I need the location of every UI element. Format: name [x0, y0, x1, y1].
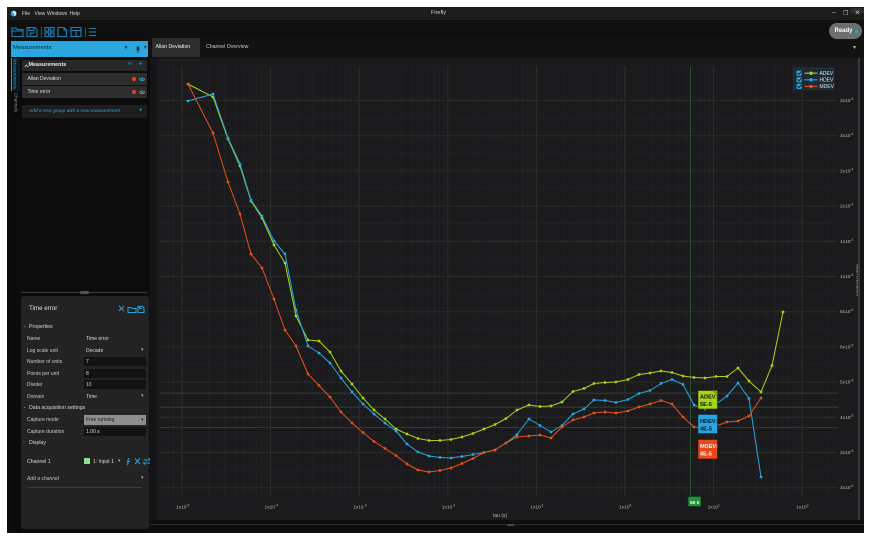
svg-text:1x10-2: 1x10-2 [442, 504, 456, 511]
svg-text:1x102: 1x102 [796, 504, 808, 511]
svg-text:HDEV:: HDEV: [700, 419, 717, 425]
svg-text:4E-5: 4E-5 [700, 451, 712, 457]
svg-text:ADEV:: ADEV: [700, 395, 717, 401]
svg-text:5E-5: 5E-5 [700, 402, 712, 408]
svg-text:1x10-4: 1x10-4 [265, 504, 279, 511]
svg-text:1x100: 1x100 [619, 504, 631, 511]
svg-text:1x101: 1x101 [708, 504, 720, 511]
svg-text:HDEV: HDEV [820, 78, 835, 84]
svg-text:MDEV: MDEV [820, 84, 835, 90]
svg-text:2x10-4: 2x10-4 [840, 203, 854, 210]
svg-text:1x10-1: 1x10-1 [530, 504, 544, 511]
svg-text:5x10-5: 5x10-5 [840, 379, 854, 386]
svg-text:4E-5: 4E-5 [700, 426, 712, 432]
svg-text:3x10-5: 3x10-5 [840, 484, 854, 491]
svg-text:3x10-4: 3x10-4 [840, 132, 854, 139]
svg-text:Allan Deviation: Allan Deviation [855, 264, 861, 296]
svg-text:3x10-5: 3x10-5 [840, 449, 854, 456]
svg-text:ADEV: ADEV [820, 71, 834, 77]
svg-text:1x10-3: 1x10-3 [353, 504, 367, 511]
svg-text:4x10-5: 4x10-5 [840, 414, 854, 421]
svg-text:tau (s): tau (s) [493, 513, 508, 519]
svg-text:2x10-4: 2x10-4 [840, 167, 854, 174]
svg-text:1x10-4: 1x10-4 [840, 238, 854, 245]
svg-text:6x10-5: 6x10-5 [840, 343, 854, 350]
svg-text:1x10-5: 1x10-5 [176, 504, 190, 511]
svg-text:5E 0: 5E 0 [690, 500, 700, 505]
svg-text:1x10-4: 1x10-4 [840, 273, 854, 280]
svg-text:MDEV:: MDEV: [700, 444, 718, 450]
svg-text:8x10-5: 8x10-5 [840, 308, 854, 315]
svg-text:3x10-4: 3x10-4 [840, 97, 854, 104]
